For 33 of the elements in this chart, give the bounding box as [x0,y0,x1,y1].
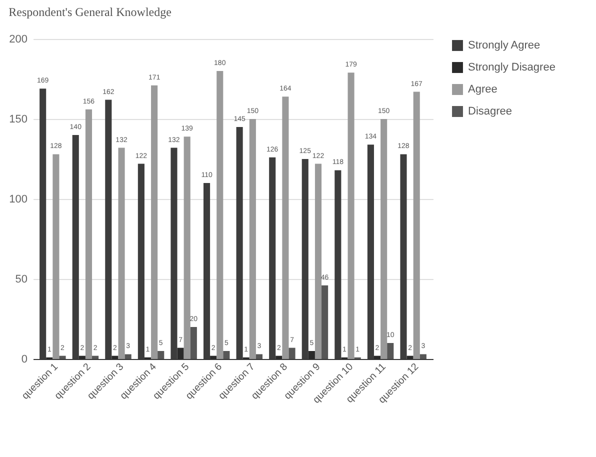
bar [59,356,66,359]
legend-label: Strongly Agree [468,40,540,52]
bar [184,136,190,359]
y-tick-label: 100 [9,194,28,206]
y-tick-label: 200 [9,34,28,46]
bar [223,351,230,359]
bar [314,164,322,359]
y-tick-label: 150 [9,114,28,126]
bar [52,154,60,359]
bar [85,109,92,359]
bar [322,285,328,359]
y-tick-label: 0 [21,354,28,366]
bar [118,148,125,359]
bar [124,354,132,359]
bar [216,71,224,359]
bar [420,354,426,359]
bar [288,348,296,359]
bar [190,327,197,359]
bar [348,72,354,359]
chart-title: Respondent's General Knowledge [8,5,172,19]
bar [151,85,158,359]
bar [282,96,289,359]
bar [92,356,99,359]
legend-label: Disagree [468,106,512,118]
bar [380,119,388,359]
bar [256,354,263,359]
bar [413,92,420,359]
bar [387,343,394,359]
legend-label: Strongly Disagree [468,62,556,74]
bar [158,351,164,359]
bar [249,119,256,359]
legend-label: Agree [468,84,498,96]
y-tick-label: 50 [15,274,28,286]
